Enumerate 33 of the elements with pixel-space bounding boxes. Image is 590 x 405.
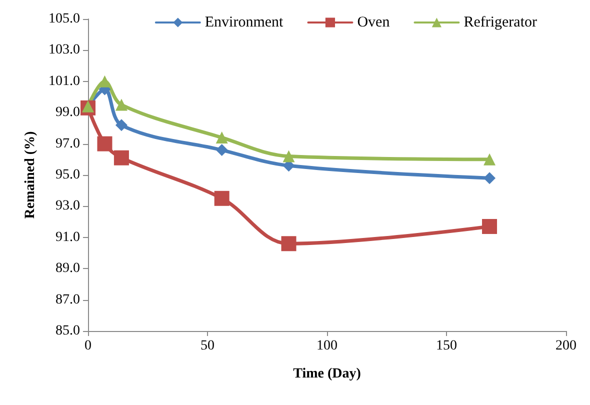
y-tick-label: 91.0: [56, 230, 80, 245]
y-tick-label: 95.0: [56, 168, 80, 182]
point: [216, 132, 228, 144]
y-axis-title: Remained (%): [23, 130, 38, 219]
legend-label: Environment: [204, 14, 284, 30]
y-tick-label: 93.0: [56, 198, 80, 214]
point: [281, 236, 296, 252]
point: [282, 150, 295, 162]
point: [216, 144, 228, 156]
y-tick-label: 99.0: [56, 105, 80, 120]
point: [114, 150, 129, 166]
point: [115, 119, 128, 132]
point: [214, 190, 230, 206]
y-tick-label: 85.0: [56, 324, 80, 338]
x-tick-label: 50: [200, 338, 214, 354]
point: [484, 172, 496, 184]
x-axis-title: Time (Day): [293, 366, 362, 382]
point: [115, 98, 128, 111]
x-tick-label: 200: [556, 338, 576, 354]
x-tick-label: 100: [316, 338, 338, 354]
x-tick-label: 150: [436, 338, 457, 354]
y-tick-label: 87.0: [56, 292, 80, 308]
point: [97, 136, 112, 152]
point: [482, 218, 498, 234]
legend-label: Oven: [357, 14, 390, 30]
y-tick-label: 103.0: [48, 42, 80, 58]
y-tick-label: 101.0: [48, 74, 80, 89]
point: [484, 153, 496, 166]
x-tick-label: 0: [84, 338, 92, 354]
y-tick-label: 105.0: [48, 12, 80, 26]
y-tick-label: 89.0: [56, 261, 80, 276]
y-tick-label: 97.0: [56, 136, 80, 152]
legend-label: Refrigerator: [464, 14, 538, 30]
